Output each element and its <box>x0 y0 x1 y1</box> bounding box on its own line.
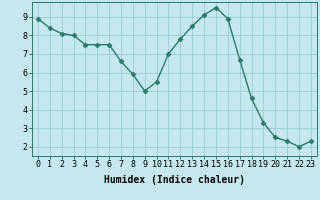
X-axis label: Humidex (Indice chaleur): Humidex (Indice chaleur) <box>104 175 245 185</box>
